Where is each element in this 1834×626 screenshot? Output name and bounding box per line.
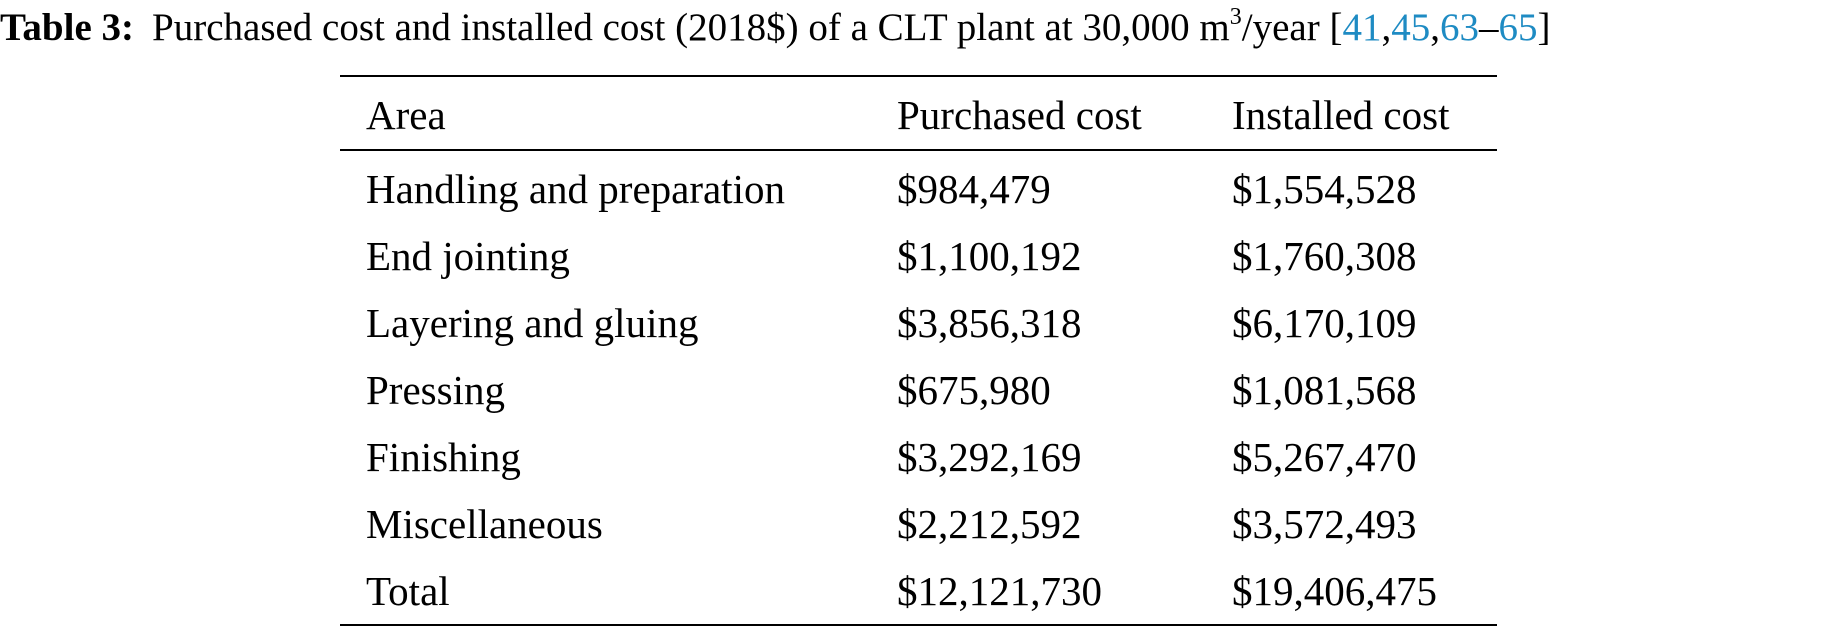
caption-superscript: 3 (1229, 4, 1242, 30)
reference-link-65[interactable]: 65 (1498, 6, 1538, 49)
cell-area: Miscellaneous (366, 500, 603, 547)
table-row: Miscellaneous $2,212,592 $3,572,493 (340, 490, 1497, 557)
cell-installed-cost: $19,406,475 (1232, 567, 1437, 614)
cell-area: Handling and preparation (366, 165, 785, 212)
reference-separator: , (1381, 6, 1392, 49)
reference-closing-bracket: ] (1537, 6, 1551, 49)
table-caption: Table 3: Purchased cost and installed cos… (0, 4, 1834, 52)
reference-separator: , (1430, 6, 1440, 49)
cell-purchased-cost: $3,856,318 (897, 299, 1082, 346)
table-row: End jointing $1,100,192 $1,760,308 (340, 222, 1497, 289)
cell-purchased-cost: $3,292,169 (897, 433, 1082, 480)
reference-range-dash: – (1478, 6, 1499, 49)
cell-purchased-cost: $675,980 (897, 366, 1051, 413)
cost-table: Area Purchased cost Installed cost Handl… (340, 75, 1497, 626)
cell-area: Pressing (366, 366, 505, 413)
reference-link-45[interactable]: 45 (1391, 6, 1431, 49)
cell-purchased-cost: $12,121,730 (897, 567, 1102, 614)
cell-area: Total (366, 567, 450, 614)
cell-area: End jointing (366, 232, 570, 279)
cell-installed-cost: $6,170,109 (1232, 299, 1417, 346)
cell-area: Layering and gluing (366, 299, 699, 346)
cell-area: Finishing (366, 433, 521, 480)
caption-text-after: /year [ (1241, 6, 1343, 49)
table-row-total: Total $12,121,730 $19,406,475 (340, 557, 1497, 625)
cell-installed-cost: $1,760,308 (1232, 232, 1417, 279)
caption-text: Purchased cost and installed cost (2018$… (152, 6, 1230, 49)
table-row: Finishing $3,292,169 $5,267,470 (340, 423, 1497, 490)
table-header-row: Area Purchased cost Installed cost (340, 76, 1497, 150)
table-row: Pressing $675,980 $1,081,568 (340, 356, 1497, 423)
table-row: Handling and preparation $984,479 $1,554… (340, 150, 1497, 222)
table-row: Layering and gluing $3,856,318 $6,170,10… (340, 289, 1497, 356)
cost-table-container: Area Purchased cost Installed cost Handl… (340, 75, 1497, 626)
header-installed-cost: Installed cost (1232, 92, 1450, 138)
cell-purchased-cost: $1,100,192 (897, 232, 1082, 279)
header-area: Area (366, 92, 446, 138)
cell-installed-cost: $1,554,528 (1232, 165, 1417, 212)
cell-purchased-cost: $984,479 (897, 165, 1051, 212)
cell-installed-cost: $3,572,493 (1232, 500, 1417, 547)
cell-purchased-cost: $2,212,592 (897, 500, 1082, 547)
header-purchased-cost: Purchased cost (897, 92, 1142, 138)
reference-link-63[interactable]: 63 (1439, 6, 1479, 49)
cell-installed-cost: $1,081,568 (1232, 366, 1417, 413)
cell-installed-cost: $5,267,470 (1232, 433, 1417, 480)
reference-link-41[interactable]: 41 (1342, 6, 1382, 49)
caption-label: Table 3: (0, 6, 135, 49)
